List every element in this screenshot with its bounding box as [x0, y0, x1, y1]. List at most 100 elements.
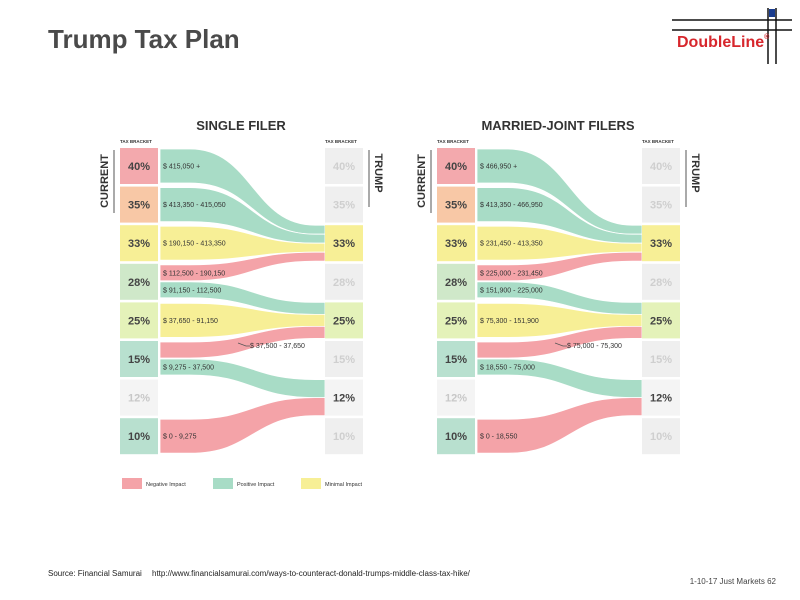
current-rate-box: [437, 148, 475, 184]
logo-name: DoubleLine: [677, 34, 765, 51]
trump-rate-box: [325, 379, 363, 416]
trump-label: TRUMP: [372, 153, 384, 192]
legend-swatch: [122, 478, 142, 489]
current-rate-label: 10%: [445, 431, 467, 443]
trump-rate-label: 12%: [650, 393, 672, 405]
trump-rate-box: [642, 263, 680, 300]
trump-rate-box: [642, 225, 680, 262]
current-rate-label: 10%: [128, 431, 150, 443]
trump-tax-bracket-label: TAX BRACKET: [642, 139, 674, 144]
income-range-label: $ 18,550 - 75,000: [480, 365, 535, 372]
current-rate-label: 35%: [445, 200, 467, 212]
income-range-label: $ 0 - 18,550: [480, 434, 517, 441]
legend-swatch: [213, 478, 233, 489]
current-rate-label: 15%: [445, 354, 467, 366]
current-rate-label: 35%: [128, 200, 150, 212]
current-rate-box: [437, 263, 475, 300]
logo-registered-mark: ®: [764, 34, 770, 41]
income-range-label: $ 413,350 - 415,050: [163, 202, 226, 209]
range-pointer-line: [554, 342, 567, 347]
current-rate-box: [437, 302, 475, 339]
current-rate-box: [120, 418, 158, 455]
current-rate-box: [120, 225, 158, 262]
range-pointer-line: [237, 342, 250, 347]
trump-rate-label: 10%: [650, 431, 672, 443]
trump-rate-box: [642, 302, 680, 339]
trump-rate-box: [325, 225, 363, 262]
current-tax-bracket-label: TAX BRACKET: [120, 139, 152, 144]
current-rate-box: [120, 148, 158, 184]
current-rate-box: [437, 379, 475, 416]
trump-rate-label: 28%: [650, 277, 672, 289]
legend-swatch: [301, 478, 321, 489]
income-range-label: $ 75,300 - 151,900: [480, 318, 539, 325]
current-rate-label: 33%: [445, 238, 467, 250]
trump-tax-bracket-label: TAX BRACKET: [325, 139, 357, 144]
current-rate-box: [120, 263, 158, 300]
income-range-label: $ 466,950 +: [480, 164, 517, 171]
current-rate-box: [120, 341, 158, 377]
flow-band: [159, 326, 326, 359]
logo-grid-icon: [672, 8, 792, 64]
current-label: CURRENT: [416, 154, 428, 208]
current-rate-box: [437, 341, 475, 377]
flow-band: [476, 251, 643, 282]
trump-rate-box: [642, 341, 680, 377]
trump-rate-label: 10%: [333, 431, 355, 443]
current-rate-label: 40%: [445, 161, 467, 173]
trump-rate-box: [325, 418, 363, 455]
current-tax-bracket-label: TAX BRACKET: [437, 139, 469, 144]
source-note: Source: Financial Samurai: [48, 569, 142, 578]
income-range-label: $ 0 - 9,275: [163, 434, 197, 441]
trump-rate-label: 12%: [333, 393, 355, 405]
income-range-label: $ 231,450 - 413,350: [480, 241, 543, 248]
current-rate-label: 25%: [128, 315, 150, 327]
current-rate-label: 12%: [445, 393, 467, 405]
legend-label: Negative Impact: [146, 482, 186, 488]
current-rate-label: 25%: [445, 315, 467, 327]
income-range-label: $ 151,900 - 225,000: [480, 287, 543, 294]
income-range-label: $ 190,150 - 413,350: [163, 241, 226, 248]
legend-label: Minimal Impact: [325, 482, 362, 488]
income-range-label: $ 37,650 - 91,150: [163, 318, 218, 325]
trump-rate-box: [325, 186, 363, 223]
income-range-label: $ 112,500 - 190,150: [163, 270, 225, 277]
trump-rate-box: [642, 148, 680, 184]
panel-title: SINGLE FILER: [196, 118, 286, 133]
current-rate-box: [437, 225, 475, 262]
trump-rate-label: 25%: [333, 315, 355, 327]
trump-rate-box: [325, 302, 363, 339]
trump-rate-label: 33%: [650, 238, 672, 250]
flow-band: [159, 397, 326, 454]
flow-band: [159, 251, 326, 282]
page-footer: 1-10-17 Just Markets 62: [689, 577, 776, 586]
current-rate-box: [437, 418, 475, 455]
source-url[interactable]: http://www.financialsamurai.com/ways-to-…: [152, 569, 470, 578]
current-rate-label: 15%: [128, 354, 150, 366]
trump-rate-label: 35%: [650, 200, 672, 212]
flow-band: [476, 326, 643, 359]
trump-rate-box: [325, 148, 363, 184]
current-rate-label: 12%: [128, 393, 150, 405]
income-range-label: $ 9,275 - 37,500: [163, 365, 214, 372]
flow-band: [476, 397, 643, 454]
trump-rate-label: 28%: [333, 277, 355, 289]
slide-title: Trump Tax Plan: [48, 24, 240, 54]
trump-rate-label: 15%: [650, 354, 672, 366]
income-range-label: $ 415,050 +: [163, 164, 200, 171]
income-range-label: $ 91,150 - 112,500: [163, 287, 221, 294]
current-rate-box: [120, 186, 158, 223]
trump-rate-label: 15%: [333, 354, 355, 366]
current-rate-label: 40%: [128, 161, 150, 173]
trump-rate-label: 40%: [333, 161, 355, 173]
income-range-label: $ 225,000 - 231,450: [480, 270, 543, 277]
trump-rate-box: [642, 186, 680, 223]
current-rate-box: [437, 186, 475, 223]
panel-title: MARRIED-JOINT FILERS: [481, 118, 634, 133]
income-range-label: $ 37,500 - 37,650: [250, 343, 305, 350]
trump-label: TRUMP: [689, 153, 701, 192]
doubleline-logo: DoubleLine®: [677, 34, 769, 52]
income-range-label: $ 413,350 - 466,950: [480, 202, 543, 209]
current-rate-box: [120, 302, 158, 339]
